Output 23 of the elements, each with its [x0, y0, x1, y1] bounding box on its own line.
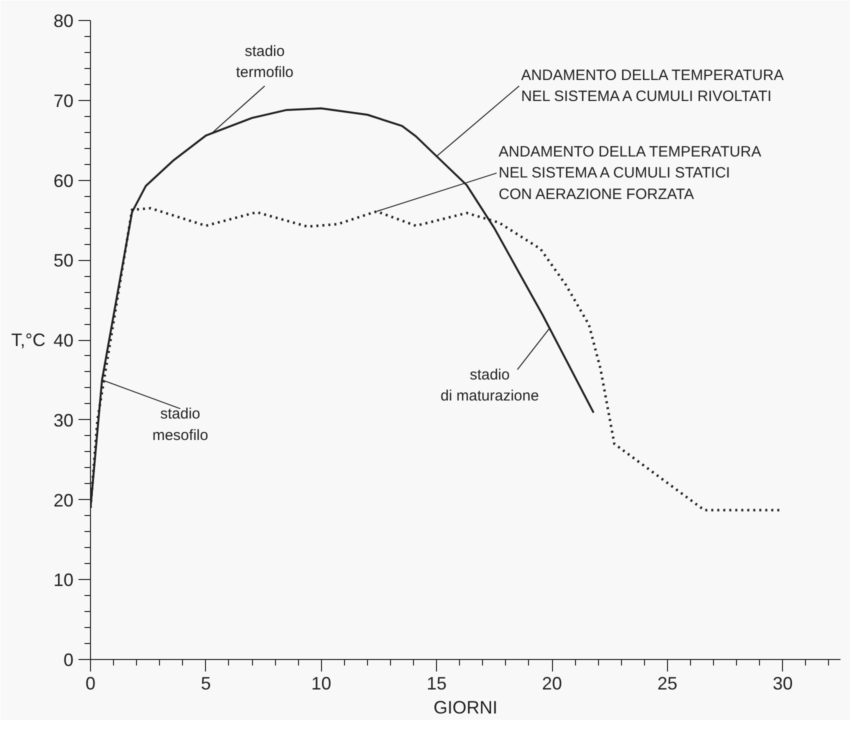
x-tick-label: 30	[772, 674, 793, 694]
x-tick-label: 20	[542, 674, 562, 694]
y-tick-label: 80	[53, 11, 74, 31]
y-tick-label: 40	[53, 330, 74, 350]
x-tick-label: 25	[657, 674, 678, 694]
x-tick-label: 5	[200, 674, 211, 694]
x-tick-label: 0	[85, 674, 96, 694]
y-tick-label: 30	[53, 410, 74, 430]
y-tick-label: 50	[53, 250, 74, 271]
y-axis-title: T,°C	[11, 330, 46, 350]
series-label: ANDAMENTO DELLA TEMPERATURA NEL SISTEMA A CUMULI STATICI CON AERAZIONE FORZATA	[498, 143, 762, 203]
y-tick-label: 0	[63, 650, 74, 670]
annotation: stadio di maturazione	[440, 366, 539, 405]
x-tick-label: 15	[426, 674, 447, 694]
text: ANDAMENTO DELLA TEMPERATURA NEL SISTEMA A CUMULI RIVOLTATI	[521, 66, 784, 106]
y-tick-label: 60	[53, 170, 74, 191]
x-tick-label: 10	[311, 674, 332, 694]
y-tick-label: 10	[53, 570, 74, 590]
annotation: stadio mesofilo	[152, 406, 208, 444]
y-tick-label: 20	[53, 490, 74, 510]
annotation: stadio termofilo	[236, 42, 294, 82]
x-axis-title: GIORNI	[434, 698, 498, 718]
y-tick-label: 70	[53, 90, 74, 111]
